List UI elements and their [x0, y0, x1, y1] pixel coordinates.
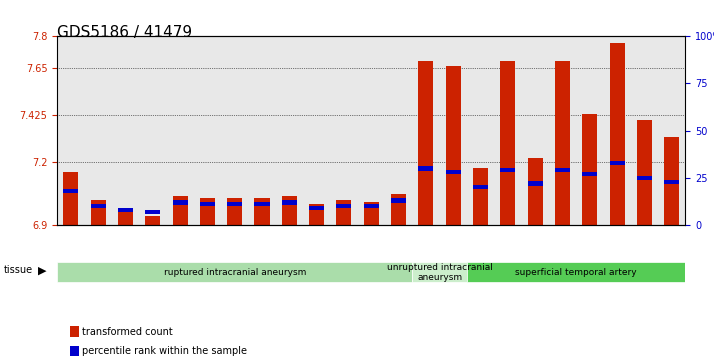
- Bar: [637, 120, 652, 225]
- Bar: [583, 172, 598, 176]
- Bar: [391, 193, 406, 225]
- Bar: [583, 114, 598, 225]
- Text: percentile rank within the sample: percentile rank within the sample: [82, 346, 247, 356]
- Bar: [254, 202, 269, 207]
- Bar: [555, 61, 570, 225]
- Text: GDS5186 / 41479: GDS5186 / 41479: [57, 25, 192, 40]
- Bar: [528, 182, 543, 185]
- Text: ▶: ▶: [38, 265, 46, 276]
- Bar: [363, 202, 379, 225]
- FancyBboxPatch shape: [467, 262, 685, 282]
- Bar: [336, 200, 351, 225]
- Bar: [309, 204, 324, 225]
- Text: unruptured intracranial
aneurysm: unruptured intracranial aneurysm: [387, 262, 493, 282]
- Bar: [282, 196, 297, 225]
- Bar: [418, 61, 433, 225]
- Bar: [664, 180, 679, 184]
- Bar: [145, 210, 160, 214]
- Bar: [473, 185, 488, 189]
- Bar: [501, 168, 516, 172]
- Bar: [173, 196, 188, 225]
- Bar: [446, 66, 461, 225]
- Bar: [91, 200, 106, 225]
- Bar: [336, 204, 351, 208]
- Bar: [118, 211, 133, 225]
- Bar: [173, 200, 188, 204]
- Bar: [64, 172, 79, 225]
- Bar: [282, 200, 297, 204]
- Bar: [70, 346, 79, 356]
- Bar: [555, 168, 570, 172]
- Bar: [227, 198, 242, 225]
- FancyBboxPatch shape: [412, 262, 467, 282]
- Bar: [254, 198, 269, 225]
- FancyBboxPatch shape: [57, 262, 412, 282]
- Bar: [145, 216, 160, 225]
- Text: tissue: tissue: [4, 265, 33, 276]
- Bar: [528, 158, 543, 225]
- Text: transformed count: transformed count: [82, 327, 173, 337]
- Bar: [118, 208, 133, 212]
- Bar: [610, 42, 625, 225]
- Bar: [91, 204, 106, 208]
- Bar: [64, 189, 79, 193]
- Bar: [501, 61, 516, 225]
- Bar: [227, 202, 242, 207]
- Bar: [200, 202, 215, 207]
- Bar: [200, 198, 215, 225]
- Text: ruptured intracranial aneurysm: ruptured intracranial aneurysm: [164, 268, 306, 277]
- Bar: [473, 168, 488, 225]
- Bar: [664, 137, 679, 225]
- Bar: [309, 206, 324, 210]
- Text: superficial temporal artery: superficial temporal artery: [516, 268, 637, 277]
- Bar: [610, 161, 625, 165]
- Bar: [70, 326, 79, 337]
- Bar: [637, 176, 652, 180]
- Bar: [446, 170, 461, 174]
- Bar: [418, 166, 433, 171]
- Bar: [363, 204, 379, 208]
- Bar: [391, 199, 406, 203]
